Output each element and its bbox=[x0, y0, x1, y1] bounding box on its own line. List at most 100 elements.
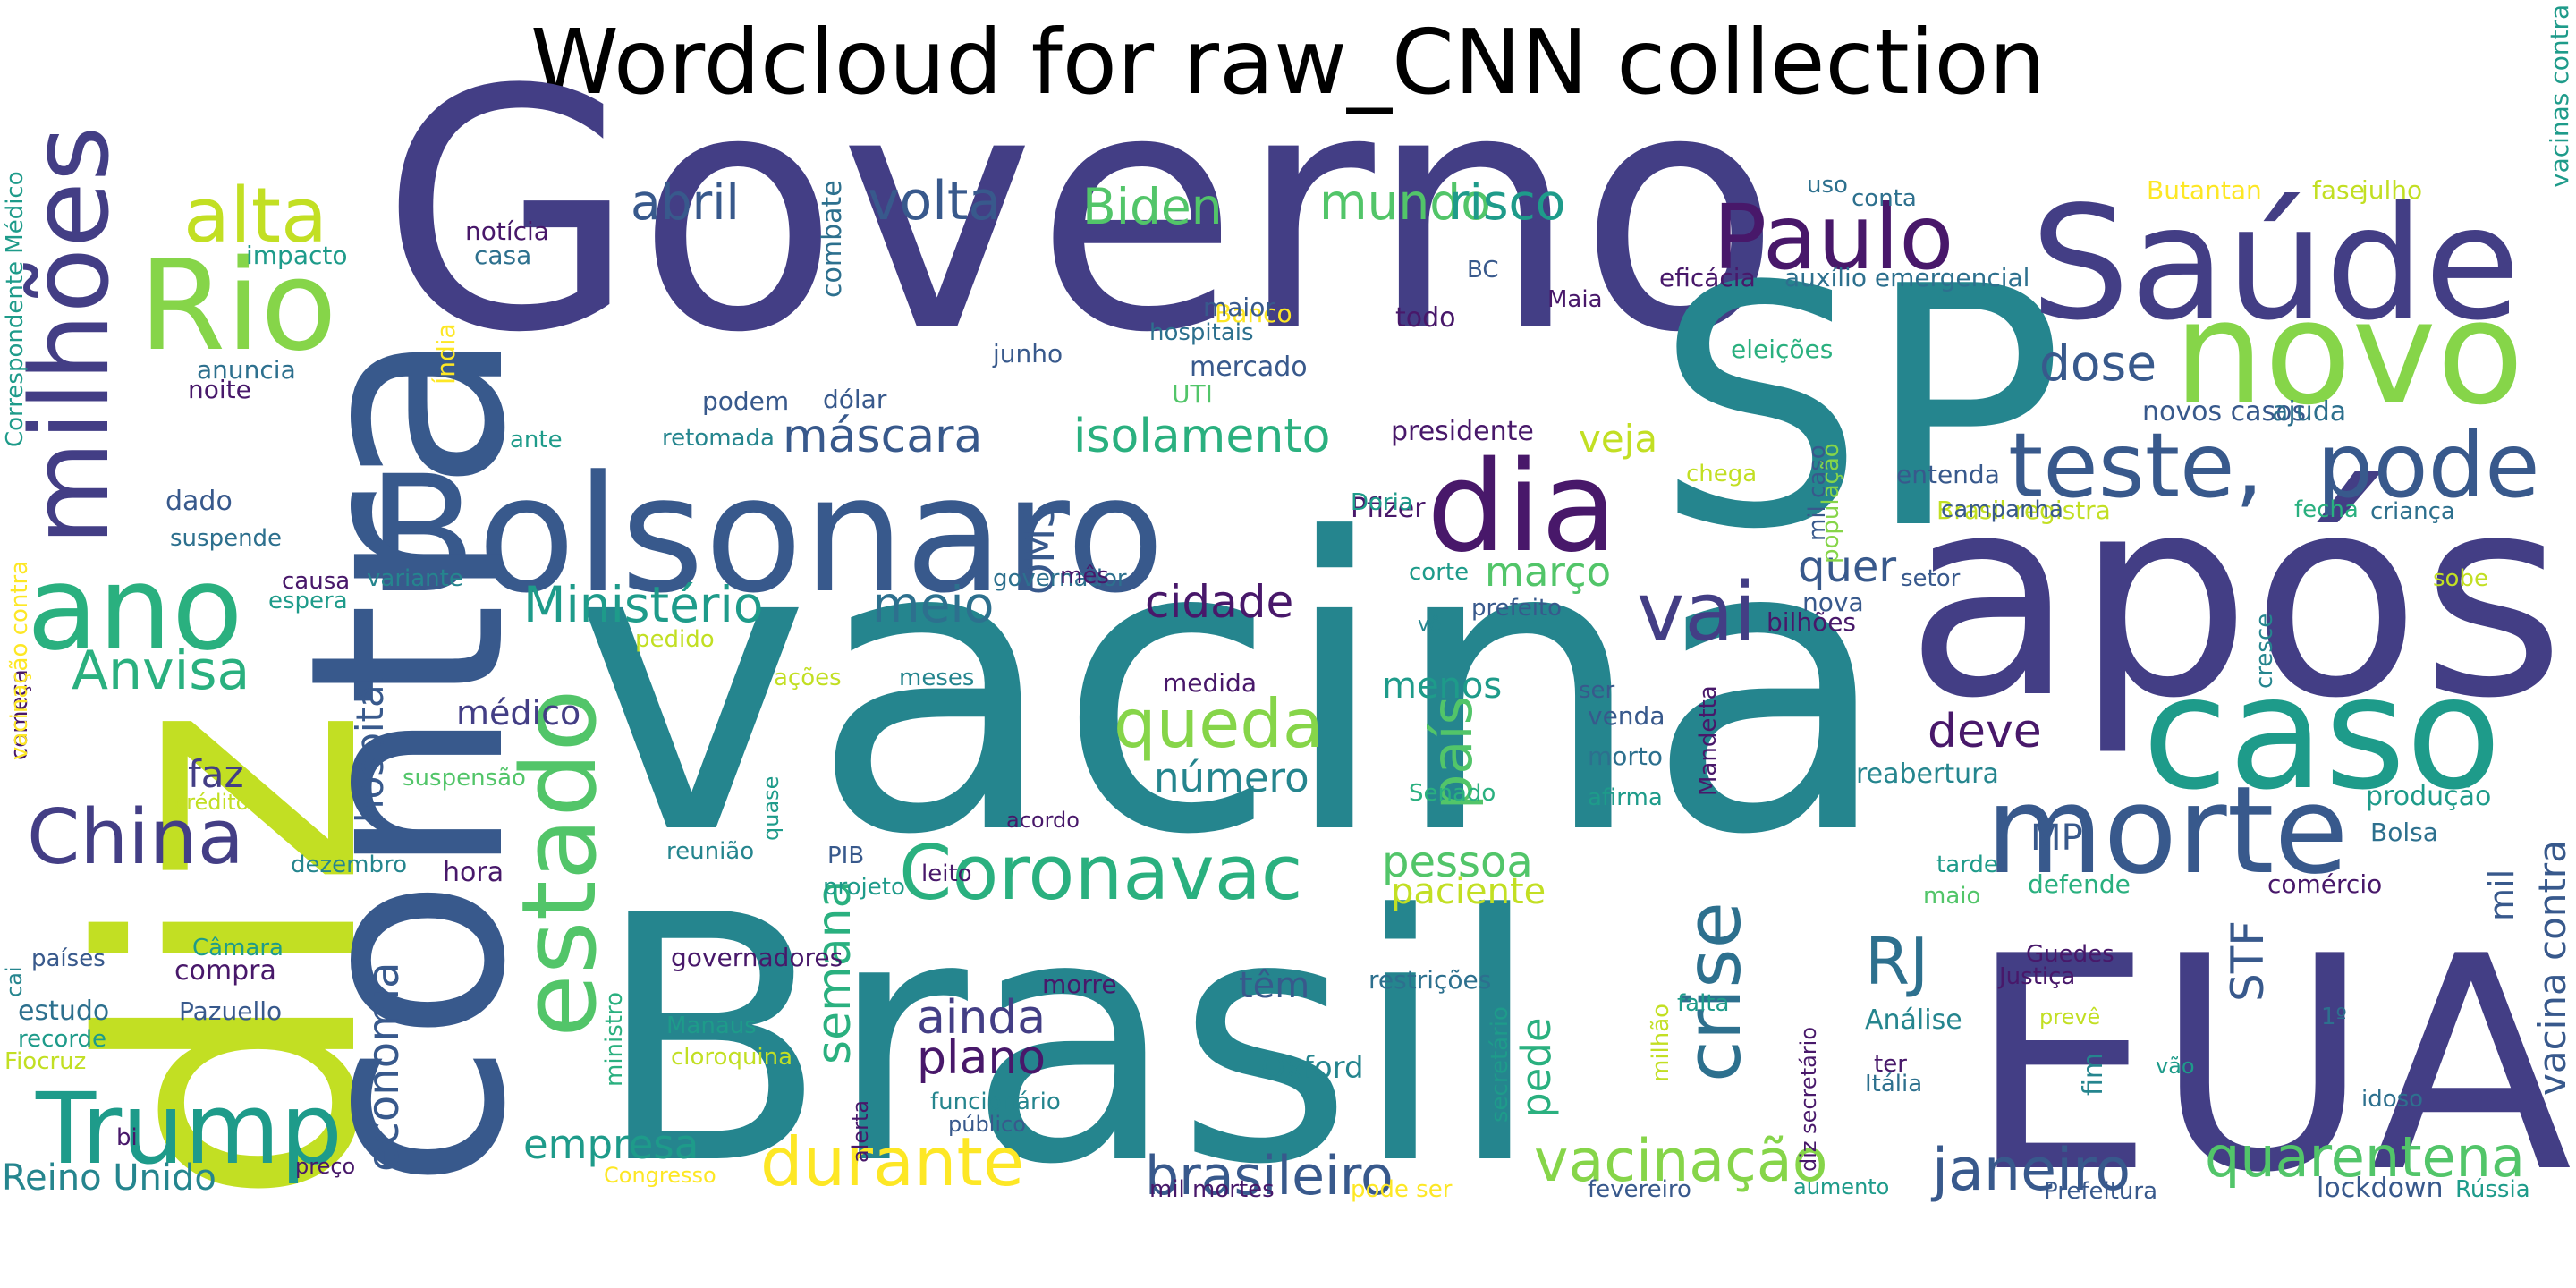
word-corte: corte bbox=[1409, 559, 1469, 586]
word-combate: combate bbox=[817, 180, 848, 298]
word-fevereiro: fevereiro bbox=[1588, 1176, 1691, 1203]
word-uso: uso bbox=[1807, 172, 1848, 199]
word-china: China bbox=[27, 793, 244, 882]
word-sobe: sobe bbox=[2433, 565, 2488, 592]
word-analise: Análise bbox=[1865, 1004, 1962, 1036]
word-leito: leito bbox=[921, 860, 972, 887]
word-eficacia: eficácia bbox=[1659, 263, 1756, 292]
word-camara: Câmara bbox=[192, 935, 284, 962]
word-bc: BC bbox=[1467, 257, 1499, 284]
word-secretario: secretário bbox=[1487, 1006, 1513, 1123]
word-chega: chega bbox=[1686, 461, 1757, 487]
word-comeca: começa bbox=[6, 669, 33, 760]
word-isolamento: isolamento bbox=[1073, 410, 1330, 463]
word-apos: após bbox=[1905, 436, 2565, 759]
word-cloroquina: cloroquina bbox=[671, 1044, 792, 1071]
word-populacao: população bbox=[1818, 443, 1844, 564]
word-mundo: mundo bbox=[1319, 174, 1491, 231]
word-pessoa: pessoa bbox=[1382, 837, 1533, 887]
word-mercado: mercado bbox=[1190, 352, 1308, 383]
word-meses: meses bbox=[899, 665, 974, 691]
word-marco: março bbox=[1485, 548, 1611, 596]
word-anuncia: anuncia bbox=[197, 355, 296, 385]
word-morto: morto bbox=[1588, 741, 1663, 771]
word-conta: conta bbox=[1852, 185, 1917, 212]
word-coronavac: Coronavac bbox=[899, 829, 1303, 918]
word-espera: espera bbox=[268, 588, 348, 614]
word-reino-unido: Reino Unido bbox=[2, 1157, 216, 1199]
word-producao: produção bbox=[2366, 781, 2491, 812]
word-publico: público bbox=[948, 1112, 1026, 1137]
word-prefeito: prefeito bbox=[1471, 595, 1562, 622]
word-entenda: entenda bbox=[1896, 460, 2000, 489]
word-ministro: ministro bbox=[601, 992, 628, 1087]
word-preco: preço bbox=[295, 1154, 355, 1179]
word-veja: veja bbox=[1579, 417, 1657, 461]
word-cresce: cresce bbox=[2251, 614, 2278, 689]
word-vacina-contra: vacina contra bbox=[2530, 840, 2574, 1096]
word-variante: variante bbox=[367, 565, 463, 592]
word-presidente: presidente bbox=[1391, 416, 1534, 447]
word-rio: Rio bbox=[139, 233, 337, 379]
word-noite: noite bbox=[188, 375, 251, 404]
word-preve: prevê bbox=[2039, 1004, 2100, 1030]
word-pode: pode bbox=[2317, 413, 2540, 518]
word-acordo: acordo bbox=[1006, 808, 1080, 833]
word-pfizer: Pfizer bbox=[1351, 493, 1426, 524]
word-suspende: suspende bbox=[170, 525, 282, 552]
word-uti: UTI bbox=[1172, 379, 1213, 409]
word-quer: quer bbox=[1798, 542, 1896, 592]
word-correspondente-medico: Correspondente Médico bbox=[2, 171, 29, 447]
word-novos-casos: novos casos bbox=[2142, 396, 2306, 428]
word-fim: fim bbox=[2078, 1053, 2109, 1096]
word-italia: Itália bbox=[1865, 1071, 1922, 1097]
word-oxford: Oxford bbox=[1261, 1050, 1364, 1086]
word-vacina: vacina bbox=[572, 454, 1892, 923]
word-maia: Maia bbox=[1547, 286, 1603, 313]
word-dose: dose bbox=[2039, 335, 2157, 392]
word-governador: governador bbox=[993, 565, 1127, 592]
word-brasil: Brasil bbox=[595, 843, 1542, 1239]
word-suspensao: suspensão bbox=[402, 765, 526, 792]
word-dado: dado bbox=[165, 486, 233, 517]
word-afirma: afirma bbox=[1588, 784, 1663, 811]
word-nova: nova bbox=[1802, 588, 1864, 617]
word-governadores: governadores bbox=[671, 943, 843, 972]
word-pazuello: Pazuello bbox=[179, 996, 282, 1026]
word-brasileiro: brasileiro bbox=[1145, 1145, 1394, 1208]
word-causa: causa bbox=[282, 568, 350, 595]
word-vacinacao: vacinação bbox=[1534, 1128, 1827, 1195]
word-mes: mês bbox=[1060, 563, 1109, 589]
word-banco: Banco bbox=[1215, 299, 1292, 328]
word-numero: número bbox=[1154, 754, 1309, 801]
word-durante: durante bbox=[760, 1123, 1024, 1201]
word-vao: vão bbox=[2156, 1054, 2195, 1079]
word-dolar: dólar bbox=[823, 385, 887, 414]
word-lockdown: lockdown bbox=[2317, 1173, 2444, 1204]
word-novo: novo bbox=[2174, 269, 2524, 436]
word-plano: plano bbox=[917, 1031, 1046, 1085]
word-manaus: Manaus bbox=[666, 1013, 757, 1039]
word-hospitais: hospitais bbox=[1149, 319, 1254, 346]
word-compra: compra bbox=[174, 955, 276, 987]
word-bilhoes: bilhões bbox=[1767, 607, 1856, 637]
word-retomada: retomada bbox=[662, 425, 775, 452]
word-ve: vê bbox=[1418, 614, 1442, 636]
word-congresso: Congresso bbox=[604, 1163, 716, 1188]
word-trump: Trump bbox=[35, 1072, 343, 1186]
word-abril: abril bbox=[631, 174, 740, 231]
word-funcionario: funcionário bbox=[930, 1089, 1061, 1115]
word-saude: Saúde bbox=[2030, 174, 2521, 355]
word-venda: venda bbox=[1588, 701, 1665, 731]
word-paulo: Paulo bbox=[1713, 185, 1953, 290]
word-idoso: idoso bbox=[2361, 1086, 2423, 1113]
word-falta: falta bbox=[1677, 990, 1729, 1017]
word-1: 1º bbox=[2321, 1004, 2347, 1030]
word-cidade: cidade bbox=[1145, 576, 1293, 628]
word-meio: meio bbox=[872, 576, 994, 633]
word-morte: morte bbox=[1986, 760, 2349, 901]
word-brasil-registra: Brasil registra bbox=[1936, 496, 2111, 525]
word-alerta: alerta bbox=[848, 1100, 873, 1163]
word-guedes: Guedes bbox=[2026, 941, 2114, 968]
word-rj: RJ bbox=[1865, 924, 1928, 999]
